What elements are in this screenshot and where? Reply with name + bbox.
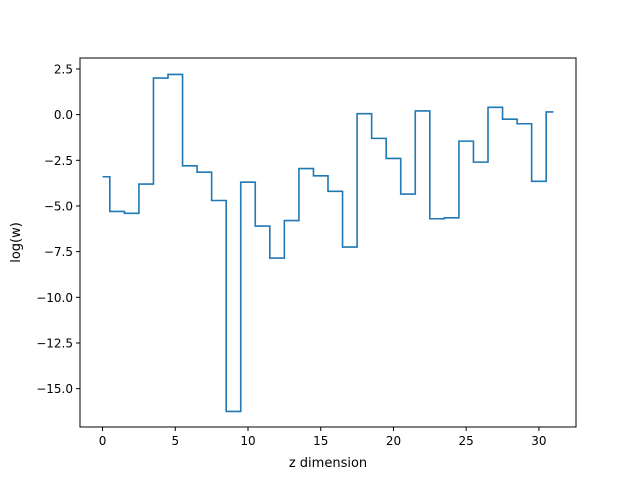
y-tick-label: 0.0 — [54, 108, 73, 122]
plot-frame — [79, 57, 577, 428]
x-tick-label: 5 — [171, 434, 179, 448]
y-tick-label: 2.5 — [54, 62, 73, 76]
x-tick-label: 30 — [531, 434, 546, 448]
series-layer — [102, 73, 554, 413]
x-axis-label: z dimension — [289, 456, 367, 471]
plot-area — [80, 58, 576, 427]
x-tick-label: 20 — [386, 434, 401, 448]
y-tick-label: −7.5 — [44, 245, 73, 259]
y-tick-label: −12.5 — [36, 336, 73, 350]
y-axis-ticks: 2.5 0.0 −2.5 −5.0 −7.5 −10.0 −12.5 −15.0 — [36, 62, 80, 396]
y-tick-label: −2.5 — [44, 154, 73, 168]
x-tick-label: 0 — [99, 434, 107, 448]
y-tick-label: −5.0 — [44, 199, 73, 213]
y-tick-label: −15.0 — [36, 382, 73, 396]
x-tick-label: 15 — [313, 434, 328, 448]
x-axis-ticks: 0 5 10 15 20 25 30 — [99, 427, 547, 448]
y-tick-label: −10.0 — [36, 291, 73, 305]
x-tick-label: 25 — [459, 434, 474, 448]
y-axis-label: log(w) — [9, 222, 24, 263]
x-tick-label: 10 — [240, 434, 255, 448]
series-line — [102, 73, 554, 413]
